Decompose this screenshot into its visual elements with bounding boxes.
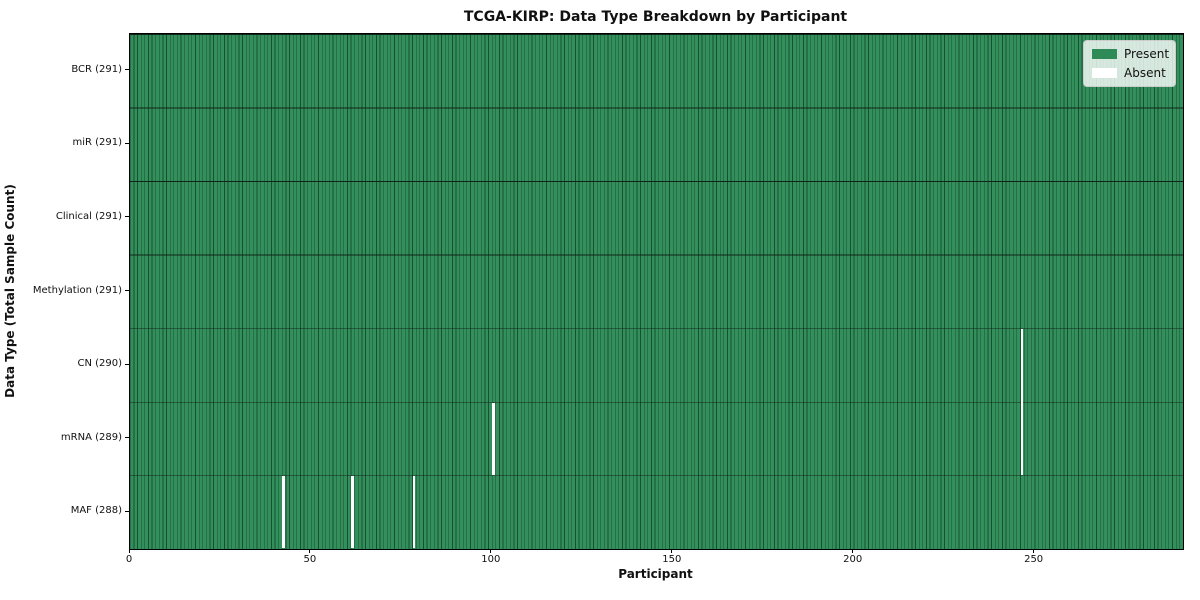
legend-label-absent: Absent — [1124, 66, 1166, 80]
x-tick-mark — [1033, 549, 1035, 553]
y-tick-mark — [125, 510, 129, 512]
y-tick-label: BCR (291) — [71, 63, 122, 75]
y-tick-mark — [125, 363, 129, 365]
y-tick-label: Methylation (291) — [32, 284, 122, 296]
heatmap-cells — [130, 34, 1183, 549]
x-tick-label: 200 — [843, 554, 863, 565]
x-tick-mark — [128, 549, 130, 553]
y-tick-label: mRNA (289) — [60, 431, 122, 443]
x-tick-mark — [490, 549, 492, 553]
x-tick-label: 0 — [125, 554, 133, 565]
x-tick-mark — [671, 549, 673, 553]
present-swatch — [1092, 49, 1117, 59]
y-tick-label: CN (290) — [77, 358, 122, 370]
legend-label-present: Present — [1124, 47, 1170, 61]
y-tick-mark — [125, 437, 129, 439]
x-axis-label: Participant — [618, 567, 693, 581]
y-tick-mark — [125, 216, 129, 218]
chart-title: TCGA-KIRP: Data Type Breakdown by Partic… — [463, 9, 848, 25]
y-tick-label: Clinical (291) — [55, 210, 122, 222]
absent-cell — [282, 476, 286, 549]
legend-item-absent: Absent — [1092, 66, 1167, 80]
y-tick-mark — [125, 142, 129, 144]
x-tick-label: 250 — [1024, 554, 1044, 565]
y-tick-mark — [125, 69, 129, 71]
x-tick-mark — [852, 549, 854, 553]
y-tick-label: miR (291) — [72, 137, 122, 149]
legend: Present Absent — [1083, 40, 1176, 87]
y-tick-label: MAF (288) — [70, 505, 122, 517]
y-tick-mark — [125, 290, 129, 291]
absent-cell — [1020, 329, 1024, 475]
legend-item-present: Present — [1092, 47, 1170, 61]
absent-cell — [351, 476, 354, 549]
x-tick-label: 100 — [481, 554, 501, 565]
x-tick-mark — [309, 549, 311, 553]
absent-swatch — [1092, 68, 1117, 78]
absent-cell — [412, 476, 416, 549]
x-tick-label: 50 — [303, 554, 317, 565]
plot-area — [129, 33, 1184, 550]
absent-cell — [492, 402, 496, 475]
x-tick-label: 150 — [662, 554, 682, 565]
